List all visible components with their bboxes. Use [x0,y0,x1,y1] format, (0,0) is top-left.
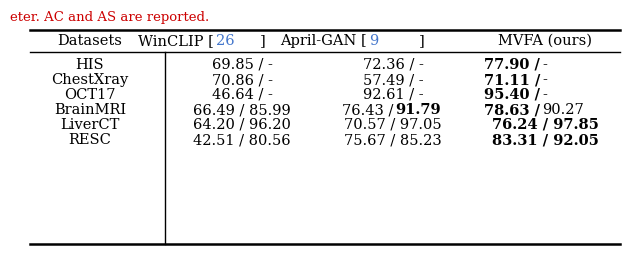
Text: 42.51 / 80.56: 42.51 / 80.56 [193,133,291,147]
Text: -: - [542,73,547,87]
Text: 71.11 /: 71.11 / [484,73,540,87]
Text: 9: 9 [369,34,378,48]
Text: 46.64 / -: 46.64 / - [212,88,273,102]
Text: 57.49 / -: 57.49 / - [363,73,423,87]
Text: 90.27: 90.27 [542,103,584,117]
Text: 75.67 / 85.23: 75.67 / 85.23 [344,133,442,147]
Text: 76.43 /: 76.43 / [342,103,393,117]
Text: ]: ] [419,34,425,48]
Text: -: - [542,58,547,72]
Text: -: - [542,88,547,102]
Text: LiverCT: LiverCT [60,118,120,132]
Text: Datasets: Datasets [58,34,122,48]
Text: 95.40 /: 95.40 / [484,88,540,102]
Text: MVFA (ours): MVFA (ours) [498,34,592,48]
Text: ChestXray: ChestXray [51,73,129,87]
Text: 76.24 / 97.85: 76.24 / 97.85 [492,118,598,132]
Text: 83.31 / 92.05: 83.31 / 92.05 [492,133,598,147]
Text: 78.63 /: 78.63 / [484,103,540,117]
Text: BrainMRI: BrainMRI [54,103,126,117]
Text: 77.90 /: 77.90 / [484,58,540,72]
Text: ]: ] [260,34,266,48]
Text: 91.79: 91.79 [395,103,440,117]
Text: April-GAN [: April-GAN [ [280,34,367,48]
Text: OCT17: OCT17 [64,88,116,102]
Text: 70.86 / -: 70.86 / - [211,73,273,87]
Text: 72.36 / -: 72.36 / - [363,58,424,72]
Text: 70.57 / 97.05: 70.57 / 97.05 [344,118,442,132]
Text: 92.61 / -: 92.61 / - [363,88,423,102]
Text: 64.20 / 96.20: 64.20 / 96.20 [193,118,291,132]
Text: WinCLIP [: WinCLIP [ [138,34,214,48]
Text: RESC: RESC [68,133,111,147]
Text: 69.85 / -: 69.85 / - [212,58,273,72]
Text: 26: 26 [216,34,235,48]
Text: eter. AC and AS are reported.: eter. AC and AS are reported. [10,11,209,24]
Text: HIS: HIS [76,58,104,72]
Text: 66.49 / 85.99: 66.49 / 85.99 [193,103,291,117]
